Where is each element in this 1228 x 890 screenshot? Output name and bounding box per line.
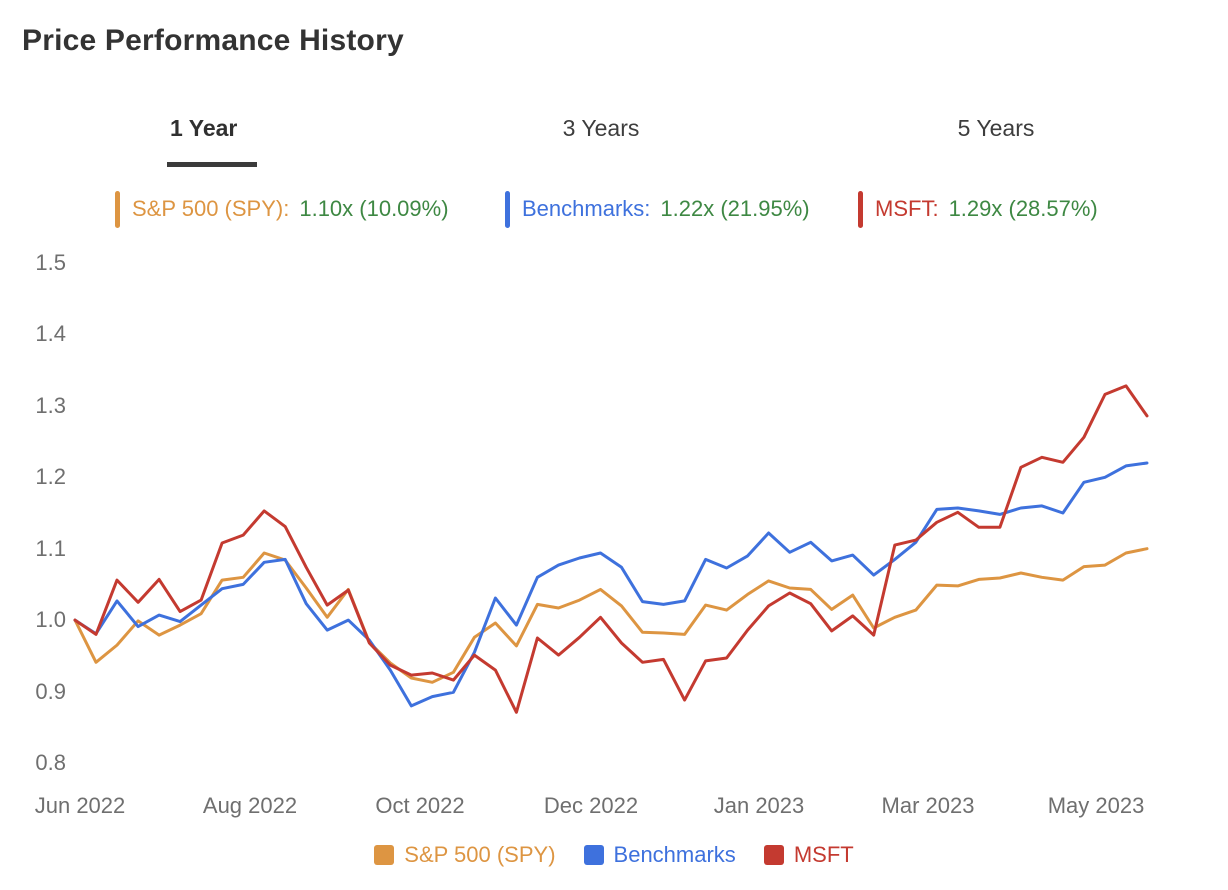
legend-item-sp500-label: S&P 500 (SPY) (404, 842, 556, 867)
legend-item-msft-label: MSFT (793, 842, 854, 867)
series-line-msft (73, 384, 1149, 714)
y-axis-tick: 1.3 (35, 392, 66, 418)
y-axis-tick: 1.5 (35, 250, 66, 275)
sp500-swatch-icon (374, 845, 395, 865)
x-axis-tick: Mar 2023 (881, 793, 975, 818)
sp500-legend-value: 1.10x (10.09%) (299, 196, 449, 221)
tab-3-years-label: 3 Years (562, 115, 640, 141)
legend-item-msft[interactable]: MSFT (763, 842, 854, 868)
y-axis-tick: 0.8 (35, 750, 66, 775)
x-axis-tick: May 2023 (1047, 793, 1145, 818)
tab-1-year-label: 1 Year (170, 115, 238, 141)
tab-5-years-label: 5 Years (957, 115, 1035, 141)
msft-legend-value: 1.29x (28.57%) (948, 196, 1098, 221)
x-axis-tick: Jan 2023 (713, 793, 805, 818)
x-axis-tick: Aug 2022 (202, 793, 298, 818)
series-line-s-p-500-spy (73, 547, 1149, 684)
legend-item-sp500[interactable]: S&P 500 (SPY) (374, 842, 556, 868)
x-axis-tick: Oct 2022 (375, 793, 465, 818)
legend-item-benchmarks-label: Benchmarks (613, 842, 736, 867)
msft-color-bar-icon (858, 190, 863, 228)
y-axis-tick: 1.2 (35, 464, 66, 490)
page-title: Price Performance History (22, 24, 404, 57)
y-axis-tick: 1.1 (35, 535, 66, 561)
y-axis-tick: 0.9 (35, 678, 66, 704)
y-axis-tick: 1.0 (35, 607, 66, 633)
tab-1-year[interactable]: 1 Year (167, 115, 257, 167)
msft-legend-label: MSFT: (875, 196, 939, 221)
tab-5-years[interactable]: 5 Years (958, 115, 1035, 142)
series-line-benchmarks (73, 461, 1149, 708)
x-axis-tick: Dec 2022 (543, 793, 639, 818)
summary-legend-item-msft: MSFT: 1.29x (28.57%) (858, 189, 1098, 229)
tab-3-years[interactable]: 3 Years (563, 115, 640, 142)
chart-legend: S&P 500 (SPY) Benchmarks MSFT (0, 842, 1228, 868)
summary-legend-item-benchmarks: Benchmarks: 1.22x (21.95%) (505, 189, 810, 229)
benchmarks-color-bar-icon (505, 190, 510, 228)
msft-swatch-icon (763, 845, 784, 865)
sp500-legend-label: S&P 500 (SPY): (132, 196, 290, 221)
sp500-color-bar-icon (115, 190, 120, 228)
x-axis-tick: Jun 2022 (34, 793, 126, 818)
active-tab-underline (167, 162, 257, 167)
benchmarks-swatch-icon (583, 845, 604, 865)
benchmarks-legend-value: 1.22x (21.95%) (660, 196, 810, 221)
y-axis-tick: 1.4 (35, 321, 66, 347)
legend-item-benchmarks[interactable]: Benchmarks (583, 842, 736, 868)
summary-legend-item-sp500: S&P 500 (SPY): 1.10x (10.09%) (115, 189, 449, 229)
benchmarks-legend-label: Benchmarks: (522, 196, 651, 221)
